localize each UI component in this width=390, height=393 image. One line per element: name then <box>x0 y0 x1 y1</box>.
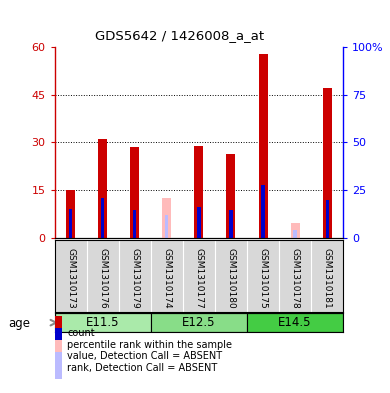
Text: GSM1310173: GSM1310173 <box>66 248 75 309</box>
Text: GSM1310175: GSM1310175 <box>259 248 268 309</box>
Bar <box>291 224 300 238</box>
Bar <box>55 313 151 332</box>
Bar <box>151 313 247 332</box>
Text: E12.5: E12.5 <box>182 316 216 329</box>
Bar <box>162 198 171 238</box>
Bar <box>165 215 168 238</box>
Bar <box>259 53 268 238</box>
Bar <box>69 209 72 238</box>
Bar <box>229 210 232 238</box>
Bar <box>130 147 139 238</box>
Bar <box>101 198 104 238</box>
Bar <box>323 88 332 238</box>
Text: percentile rank within the sample: percentile rank within the sample <box>67 340 232 350</box>
Bar <box>261 185 265 238</box>
Text: GSM1310178: GSM1310178 <box>291 248 300 309</box>
Text: value, Detection Call = ABSENT: value, Detection Call = ABSENT <box>67 351 223 362</box>
Text: GSM1310181: GSM1310181 <box>323 248 332 309</box>
Bar <box>133 210 136 238</box>
Text: GSM1310179: GSM1310179 <box>130 248 139 309</box>
Text: GSM1310180: GSM1310180 <box>227 248 236 309</box>
Text: age: age <box>8 316 30 330</box>
Bar <box>197 207 200 238</box>
Text: count: count <box>67 328 95 338</box>
Bar <box>294 230 297 238</box>
Text: E11.5: E11.5 <box>86 316 119 329</box>
Bar <box>66 190 75 238</box>
Bar <box>98 139 107 238</box>
Text: E14.5: E14.5 <box>278 316 312 329</box>
Text: GSM1310176: GSM1310176 <box>98 248 107 309</box>
Text: GSM1310174: GSM1310174 <box>162 248 171 309</box>
Bar <box>227 154 236 238</box>
Text: GSM1310177: GSM1310177 <box>194 248 204 309</box>
Bar <box>326 200 329 238</box>
Text: rank, Detection Call = ABSENT: rank, Detection Call = ABSENT <box>67 363 218 373</box>
Bar <box>194 146 204 238</box>
Text: GDS5642 / 1426008_a_at: GDS5642 / 1426008_a_at <box>95 29 264 42</box>
Bar <box>247 313 343 332</box>
